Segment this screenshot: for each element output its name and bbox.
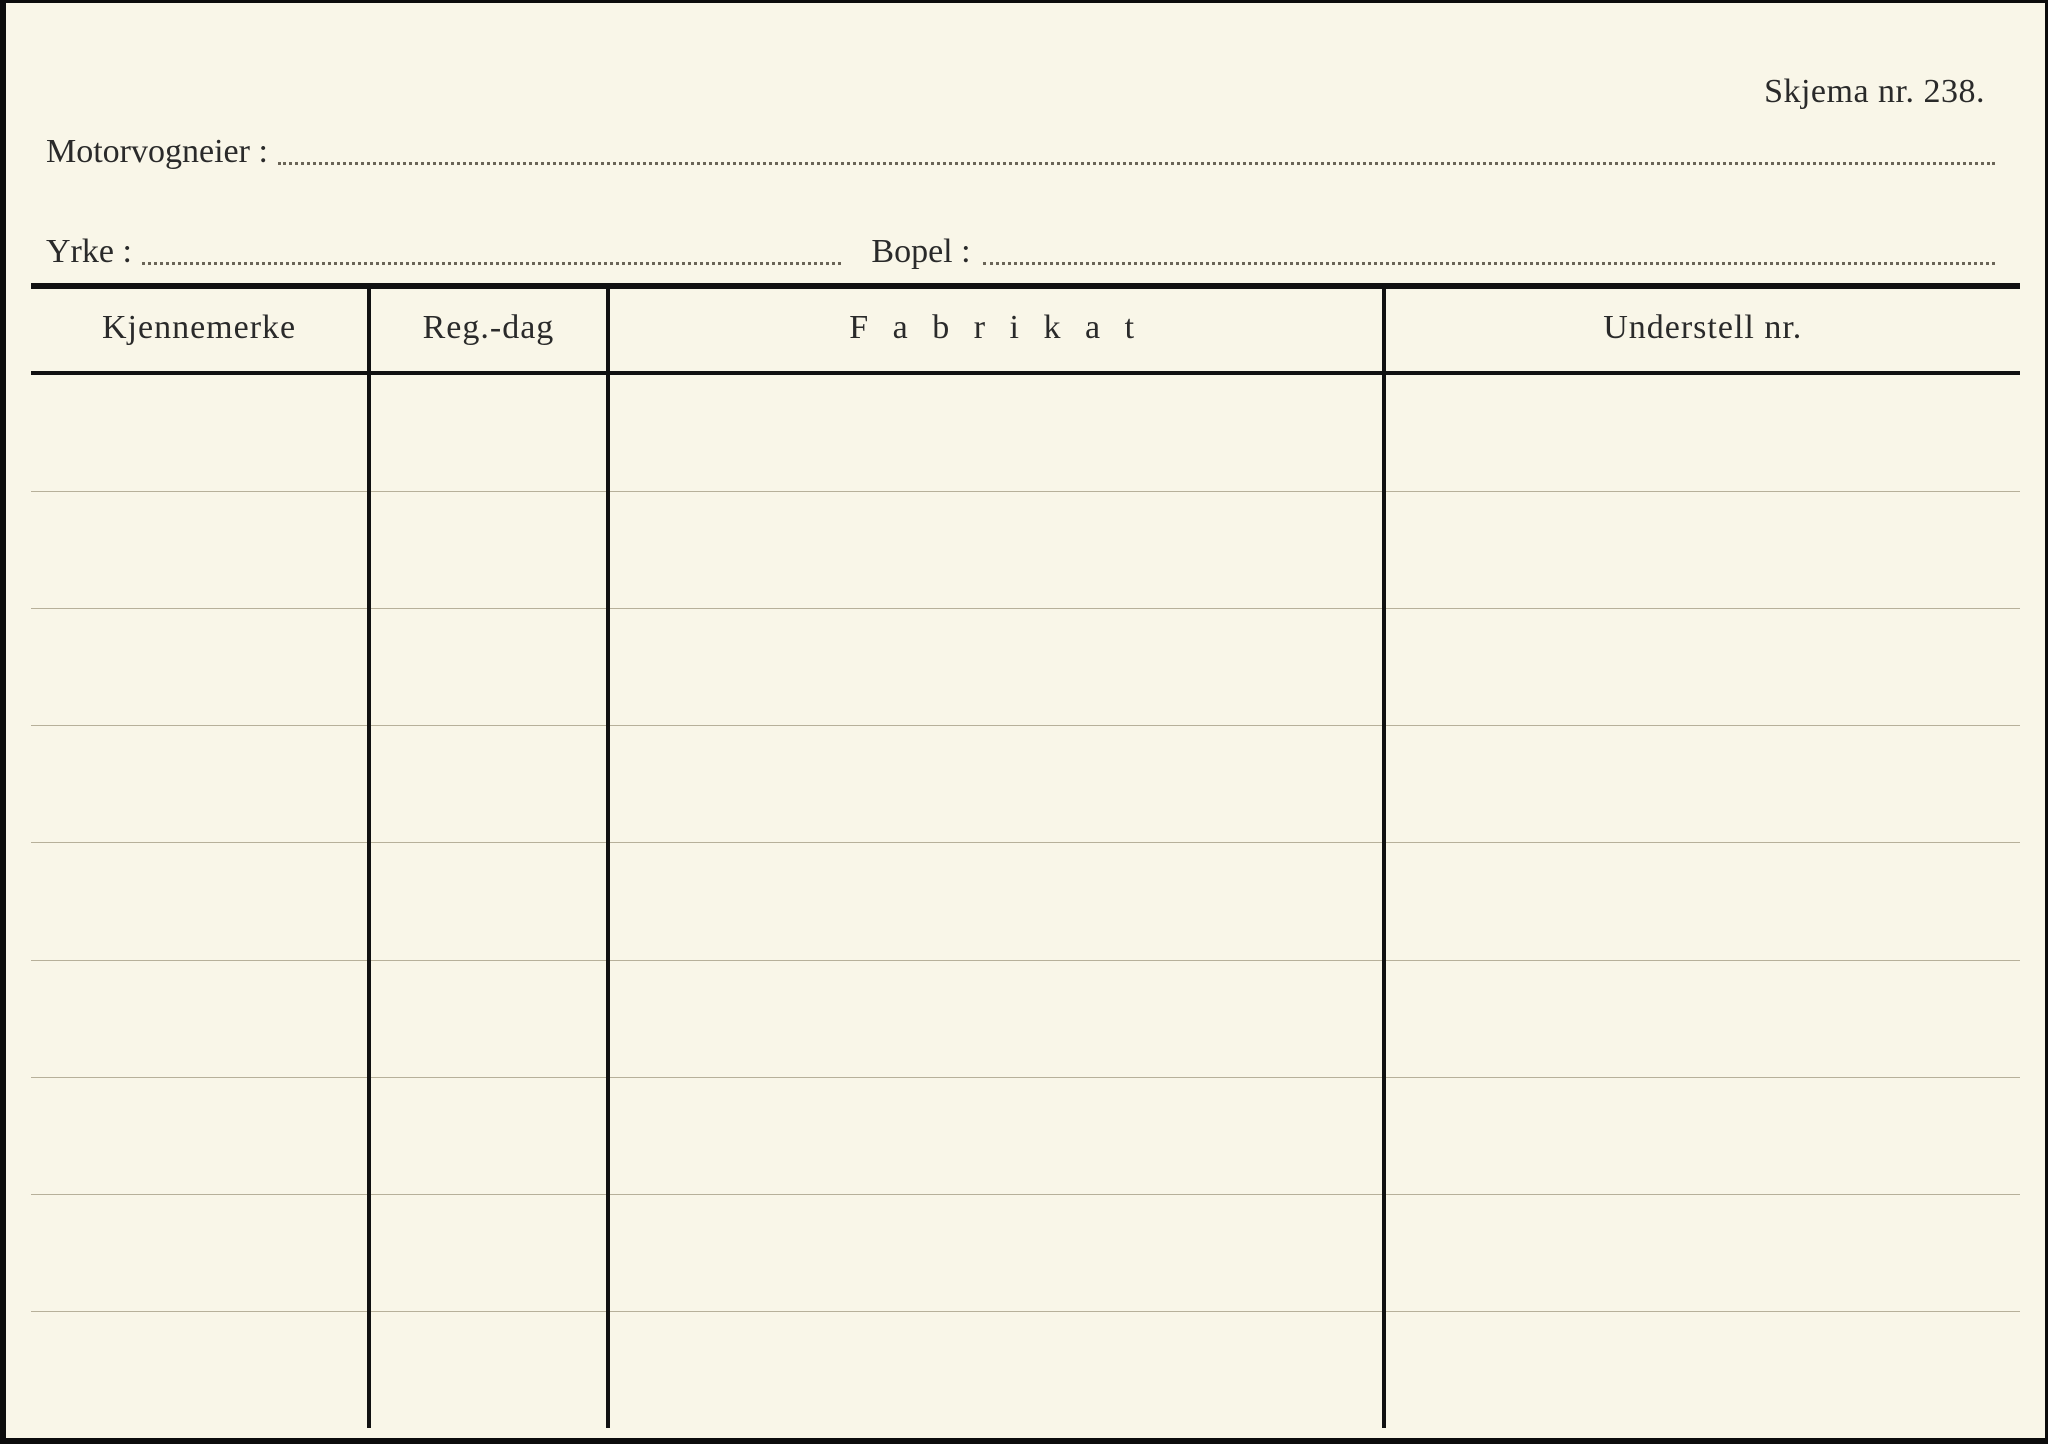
cell-reg-dag[interactable] <box>369 492 608 609</box>
bopel-input-line[interactable] <box>983 262 1995 265</box>
skjema-label: Skjema nr. <box>1764 73 1914 110</box>
registration-table-wrapper: Kjennemerke Reg.-dag F a b r i k a t Und… <box>31 283 2020 1428</box>
col-header-kjennemerke: Kjennemerke <box>31 286 369 373</box>
table-row <box>31 1194 2020 1311</box>
cell-fabrikat[interactable] <box>608 1194 1384 1311</box>
cell-fabrikat[interactable] <box>608 1077 1384 1194</box>
cell-fabrikat[interactable] <box>608 373 1384 492</box>
table-row <box>31 1311 2020 1428</box>
table-header-row: Kjennemerke Reg.-dag F a b r i k a t Und… <box>31 286 2020 373</box>
cell-reg-dag[interactable] <box>369 843 608 960</box>
yrke-label: Yrke : <box>46 233 142 271</box>
cell-fabrikat[interactable] <box>608 726 1384 843</box>
cell-reg-dag[interactable] <box>369 1311 608 1428</box>
registration-table: Kjennemerke Reg.-dag F a b r i k a t Und… <box>31 283 2020 1428</box>
cell-understell[interactable] <box>1384 843 2021 960</box>
table-row <box>31 1077 2020 1194</box>
cell-kjennemerke[interactable] <box>31 373 369 492</box>
table-row <box>31 960 2020 1077</box>
table-row <box>31 492 2020 609</box>
cell-understell[interactable] <box>1384 1194 2021 1311</box>
motorvogneier-input-line[interactable] <box>278 162 1995 165</box>
cell-understell[interactable] <box>1384 1311 2021 1428</box>
col-header-understell: Understell nr. <box>1384 286 2021 373</box>
cell-understell[interactable] <box>1384 492 2021 609</box>
form-card: Skjema nr. 238. Motorvogneier : Yrke : B… <box>0 0 2048 1444</box>
table-row <box>31 726 2020 843</box>
cell-understell[interactable] <box>1384 726 2021 843</box>
cell-kjennemerke[interactable] <box>31 1311 369 1428</box>
form-number: Skjema nr. 238. <box>1764 73 1985 111</box>
cell-reg-dag[interactable] <box>369 1077 608 1194</box>
motorvogneier-label: Motorvogneier : <box>46 133 278 171</box>
field-yrke-bopel-row: Yrke : Bopel : <box>46 233 1995 271</box>
cell-understell[interactable] <box>1384 1077 2021 1194</box>
yrke-input-line[interactable] <box>142 262 841 265</box>
cell-reg-dag[interactable] <box>369 1194 608 1311</box>
cell-fabrikat[interactable] <box>608 843 1384 960</box>
col-header-reg-dag: Reg.-dag <box>369 286 608 373</box>
field-motorvogneier: Motorvogneier : <box>46 133 1995 171</box>
cell-kjennemerke[interactable] <box>31 960 369 1077</box>
col-header-fabrikat: F a b r i k a t <box>608 286 1384 373</box>
cell-fabrikat[interactable] <box>608 1311 1384 1428</box>
cell-kjennemerke[interactable] <box>31 726 369 843</box>
cell-fabrikat[interactable] <box>608 960 1384 1077</box>
table-row <box>31 843 2020 960</box>
cell-kjennemerke[interactable] <box>31 843 369 960</box>
cell-understell[interactable] <box>1384 373 2021 492</box>
cell-reg-dag[interactable] <box>369 373 608 492</box>
table-row <box>31 609 2020 726</box>
skjema-number: 238. <box>1924 73 1986 110</box>
cell-reg-dag[interactable] <box>369 609 608 726</box>
cell-fabrikat[interactable] <box>608 492 1384 609</box>
cell-reg-dag[interactable] <box>369 726 608 843</box>
table-body <box>31 373 2020 1428</box>
bopel-label: Bopel : <box>861 233 982 271</box>
cell-kjennemerke[interactable] <box>31 1194 369 1311</box>
cell-kjennemerke[interactable] <box>31 492 369 609</box>
cell-fabrikat[interactable] <box>608 609 1384 726</box>
cell-kjennemerke[interactable] <box>31 609 369 726</box>
cell-reg-dag[interactable] <box>369 960 608 1077</box>
table-row <box>31 373 2020 492</box>
cell-understell[interactable] <box>1384 960 2021 1077</box>
cell-kjennemerke[interactable] <box>31 1077 369 1194</box>
cell-understell[interactable] <box>1384 609 2021 726</box>
